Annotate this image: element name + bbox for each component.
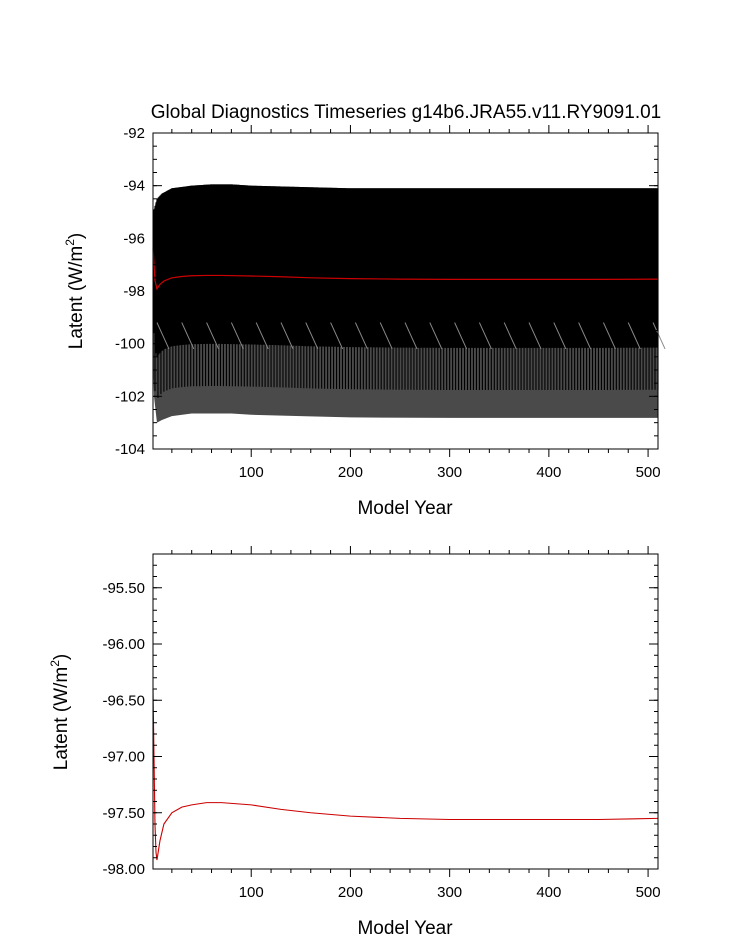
x-tick-label: 300 <box>437 464 462 481</box>
y-tick-label: -92 <box>123 125 145 142</box>
top-panel: Global Diagnostics Timeseries g14b6.JRA5… <box>63 102 666 519</box>
bottom-x-axis-label: Model Year <box>357 918 453 939</box>
bottom-y-axis-label: Latent (W/m2) <box>48 654 72 771</box>
x-tick-label: 500 <box>636 464 661 481</box>
x-tick-label: 400 <box>536 884 561 901</box>
x-tick-label: 200 <box>338 884 363 901</box>
y-tick-label: -97.00 <box>102 749 145 766</box>
bottom-y-tick-labels: -98.00 -97.50 -97.00 -96.50 -96.00 -95.50 <box>102 580 145 878</box>
y-tick-label: -96.00 <box>102 636 145 653</box>
x-tick-label: 400 <box>536 464 561 481</box>
y-tick-label: -97.50 <box>102 805 145 822</box>
bottom-marks <box>152 688 659 861</box>
y-tick-label: -95.50 <box>102 580 145 597</box>
y-tick-label: -94 <box>123 178 145 195</box>
y-tick-label: -104 <box>115 441 145 458</box>
chart-title: Global Diagnostics Timeseries g14b6.JRA5… <box>151 102 661 123</box>
top-y-axis-label: Latent (W/m2) <box>63 233 87 350</box>
bottom-plot-frame <box>152 553 659 870</box>
top-ticks <box>153 125 658 457</box>
top-x-tick-labels: 100 200 300 400 500 <box>239 464 661 481</box>
bottom-ticks <box>153 546 658 877</box>
y-tick-label: -100 <box>115 336 145 353</box>
annual-mean-line <box>152 248 659 291</box>
monthly-core-fill <box>154 198 659 325</box>
annual-mean-line <box>152 688 659 861</box>
x-tick-label: 100 <box>239 884 264 901</box>
y-tick-label: -102 <box>115 388 145 405</box>
y-tick-label: -98 <box>123 283 145 300</box>
x-tick-label: 300 <box>437 884 462 901</box>
monthly-oscillation-lines <box>153 184 666 398</box>
top-x-axis-label: Model Year <box>357 498 453 519</box>
bottom-x-tick-labels: 100 200 300 400 500 <box>239 884 661 901</box>
x-tick-label: 500 <box>636 884 661 901</box>
y-tick-label: -96.50 <box>102 692 145 709</box>
bottom-panel: 100 200 300 400 500 -98.00 -97.50 -97.00 -96.50… <box>48 546 661 939</box>
seasonal-transition-strokes <box>156 322 666 350</box>
top-marks <box>152 184 666 423</box>
y-tick-label: -96 <box>123 230 145 247</box>
top-y-tick-labels: -104 -102 -100 -98 -96 -94 -92 <box>115 125 145 458</box>
x-tick-label: 200 <box>338 464 363 481</box>
x-tick-label: 100 <box>239 464 264 481</box>
y-tick-label: -98.00 <box>102 861 145 878</box>
